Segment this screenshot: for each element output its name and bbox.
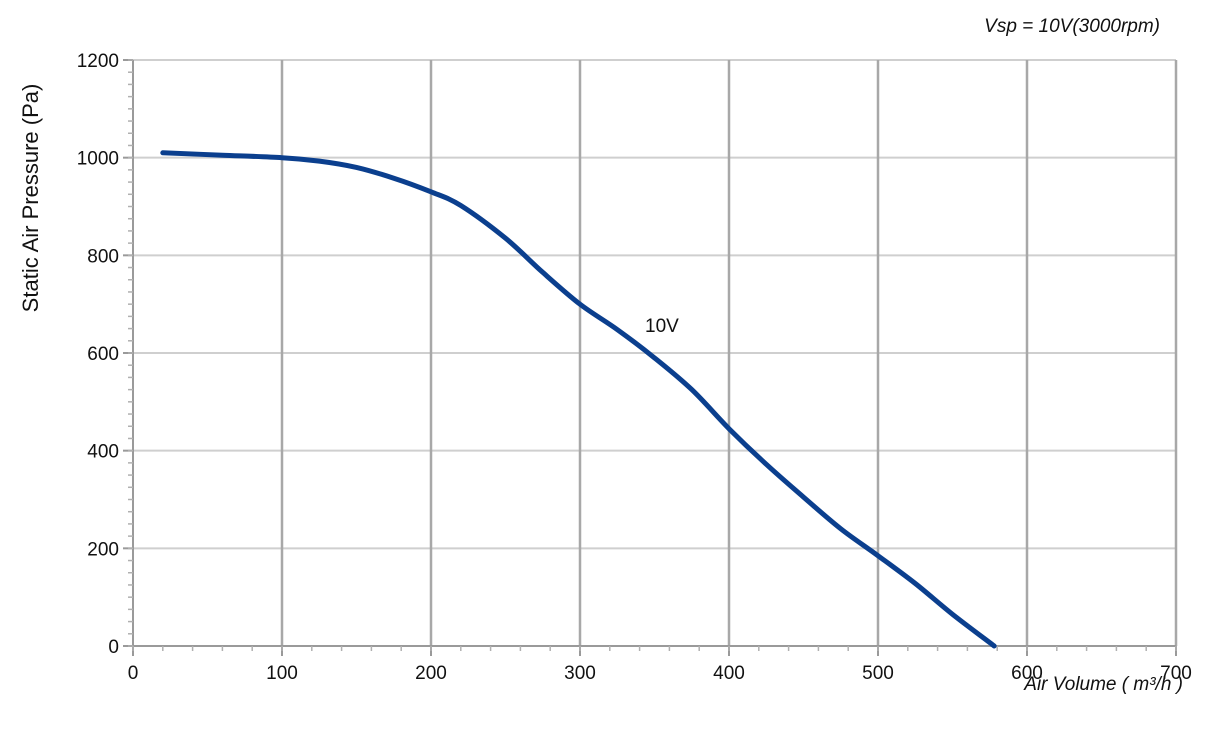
x-tick-label: 0 xyxy=(128,663,139,684)
y-tick-label: 1000 xyxy=(77,149,119,170)
x-tick-label: 700 xyxy=(1160,663,1192,684)
x-axis-title: Air Volume ( m³/h ) xyxy=(1023,674,1183,695)
x-tick-labels: 0 100 200 300 400 500 600 700 xyxy=(128,663,1192,684)
x-tick-label: 400 xyxy=(713,663,745,684)
y-axis-title: Static Air Pressure (Pa) xyxy=(18,84,43,313)
x-tick-label: 100 xyxy=(266,663,298,684)
chart-annotation: Vsp = 10V(3000rpm) xyxy=(984,16,1160,37)
x-tick-label: 500 xyxy=(862,663,894,684)
x-tick-label: 200 xyxy=(415,663,447,684)
y-tick-labels: 0 200 400 600 800 1000 1200 xyxy=(77,51,119,658)
series-line-10v xyxy=(160,150,997,649)
y-tick-label: 0 xyxy=(108,637,119,658)
minor-ticks xyxy=(128,59,1177,651)
x-tick-label: 300 xyxy=(564,663,596,684)
y-tick-label: 600 xyxy=(87,344,119,365)
grid xyxy=(133,59,1178,646)
x-tick-label: 600 xyxy=(1011,663,1043,684)
series-label-10v: 10V xyxy=(645,316,679,337)
y-tick-label: 200 xyxy=(87,539,119,560)
y-tick-label: 400 xyxy=(87,442,119,463)
y-tick-label: 800 xyxy=(87,246,119,267)
y-tick-label: 1200 xyxy=(77,51,119,72)
series-group xyxy=(160,150,997,649)
